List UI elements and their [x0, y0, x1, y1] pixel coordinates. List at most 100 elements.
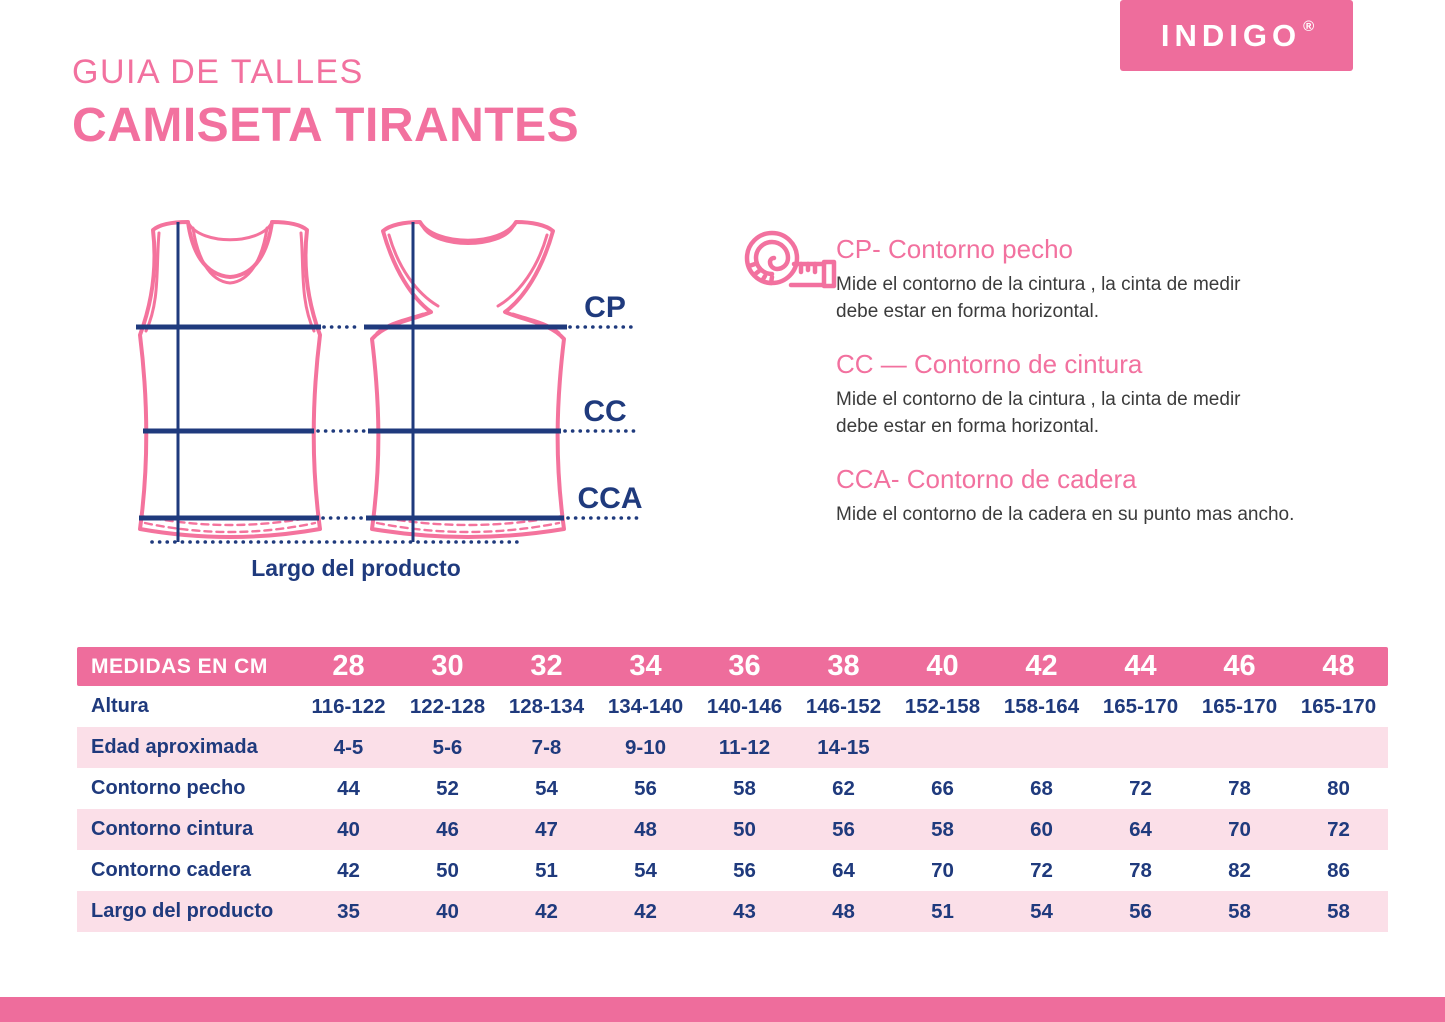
- page-subtitle: GUIA DE TALLES: [72, 53, 364, 91]
- value-cell: 134-140: [607, 694, 684, 718]
- row-label: Contorno cadera: [91, 859, 252, 881]
- size-column-header: 34: [629, 650, 662, 682]
- registered-trademark-symbol: ®: [1303, 18, 1315, 35]
- value-cell: 58: [1228, 899, 1251, 923]
- size-column-header: 48: [1322, 650, 1355, 682]
- row-label: Altura: [91, 695, 149, 717]
- measurement-heading: CCA- Contorno de cadera: [836, 464, 1137, 494]
- value-cell: 64: [832, 858, 855, 882]
- value-cell: 116-122: [311, 694, 386, 718]
- value-cell: 165-170: [1102, 694, 1179, 718]
- value-cell: 9-10: [624, 735, 667, 759]
- value-cell: 72: [1327, 817, 1350, 841]
- measurement-heading: CC — Contorno de cintura: [836, 349, 1143, 379]
- value-cell: 122-128: [409, 694, 486, 718]
- measurement-description-line: Mide el contorno de la cadera en su punt…: [836, 504, 1295, 525]
- value-cell: 70: [1228, 817, 1251, 841]
- value-cell: 48: [832, 899, 855, 923]
- value-cell: 62: [832, 776, 855, 800]
- value-cell: 51: [535, 858, 558, 882]
- measurement-description: Mide el contorno de la cadera en su punt…: [836, 501, 1336, 528]
- measurement-description: Mide el contorno de la cintura , la cint…: [836, 386, 1336, 440]
- label-cca: CCA: [578, 482, 643, 515]
- value-cell: 44: [337, 776, 360, 800]
- value-cell: 165-170: [1300, 694, 1377, 718]
- value-cell: 158-164: [1003, 694, 1080, 718]
- value-cell: 7-8: [531, 735, 562, 759]
- value-cell: 58: [931, 817, 954, 841]
- size-table: MEDIDAS EN CM 28 30 32 34 36 38 40 42 44 46 48 Alt…: [77, 647, 1388, 932]
- footer-accent-bar: [0, 997, 1445, 1022]
- measurement-item: CC — Contorno de cintura Mide el contorn…: [836, 349, 1336, 440]
- brand-logo: INDIGO ®: [1120, 0, 1353, 71]
- table-row: Contorno pecho 44 52 54 56 58 62 66 68 72 78 80: [77, 768, 1388, 809]
- size-column-header: 28: [332, 650, 365, 682]
- value-cell: 54: [535, 776, 558, 800]
- page-title-block: GUIA DE TALLES CAMISETA TIRANTES: [72, 52, 579, 152]
- value-cell: 5-6: [432, 735, 463, 759]
- value-cell: 86: [1327, 858, 1350, 882]
- value-cell: 42: [337, 858, 360, 882]
- row-label: Edad aproximada: [91, 736, 258, 758]
- measuring-tape-icon: [744, 230, 837, 289]
- row-label: Largo del producto: [91, 900, 274, 922]
- tank-back-view: [370, 220, 566, 539]
- value-cell: 78: [1129, 858, 1152, 882]
- size-column-header: 42: [1025, 650, 1058, 682]
- value-cell: 70: [931, 858, 954, 882]
- value-cell: 11-12: [718, 735, 771, 759]
- row-label: Contorno pecho: [91, 777, 246, 799]
- measurement-description-line: debe estar en forma horizontal.: [836, 301, 1099, 322]
- value-cell: 82: [1228, 858, 1251, 882]
- value-cell: 58: [1327, 899, 1350, 923]
- value-cell: 14-15: [817, 735, 870, 759]
- table-row: Contorno cadera 42 50 51 54 56 64 70 72 78 82 86: [77, 850, 1388, 891]
- value-cell: 56: [733, 858, 756, 882]
- measurement-description: Mide el contorno de la cintura , la cint…: [836, 271, 1336, 325]
- label-cc: CC: [583, 395, 626, 428]
- value-cell: 72: [1030, 858, 1053, 882]
- value-cell: 47: [535, 817, 558, 841]
- measurement-description-line: Mide el contorno de la cintura , la cint…: [836, 389, 1241, 410]
- label-product-length: Largo del producto: [251, 555, 461, 581]
- label-cp: CP: [584, 291, 626, 324]
- table-row: Altura 116-122 122-128 128-134 134-140 140-14…: [77, 686, 1388, 727]
- table-header-label: MEDIDAS EN CM: [91, 654, 268, 678]
- size-column-header: 44: [1124, 650, 1157, 682]
- value-cell: 146-152: [805, 694, 882, 718]
- measurement-description-line: Mide el contorno de la cintura , la cint…: [836, 274, 1241, 295]
- tank-top-measurement-diagram: CP CC CCA Largo del producto: [136, 220, 643, 581]
- value-cell: 40: [337, 817, 360, 841]
- value-cell: 48: [634, 817, 657, 841]
- value-cell: 42: [535, 899, 558, 923]
- table-row: Contorno cintura 40 46 47 48 50 56 58 60 64 70 72: [77, 809, 1388, 850]
- value-cell: 56: [634, 776, 657, 800]
- table-row: Largo del producto 35 40 42 42 43 48 51 54 56 58 58: [77, 891, 1388, 932]
- measurement-description-line: debe estar en forma horizontal.: [836, 416, 1099, 437]
- value-cell: 152-158: [904, 694, 981, 718]
- value-cell: 54: [1030, 899, 1053, 923]
- value-cell: 140-146: [706, 694, 783, 718]
- value-cell: 46: [436, 817, 459, 841]
- value-cell: 51: [931, 899, 954, 923]
- measurement-item: CP- Contorno pecho Mide el contorno de l…: [836, 234, 1336, 325]
- brand-logo-text: INDIGO: [1160, 17, 1302, 53]
- tank-front-view: [138, 220, 322, 539]
- measurement-item: CCA- Contorno de cadera Mide el contorno…: [836, 464, 1336, 528]
- value-cell: 58: [733, 776, 756, 800]
- value-cell: 56: [832, 817, 855, 841]
- value-cell: 52: [436, 776, 459, 800]
- size-column-header: 40: [926, 650, 959, 682]
- value-cell: 50: [733, 817, 756, 841]
- value-cell: 128-134: [508, 694, 585, 718]
- value-cell: 165-170: [1201, 694, 1278, 718]
- value-cell: 4-5: [333, 735, 364, 759]
- value-cell: 40: [436, 899, 459, 923]
- value-cell: 50: [436, 858, 459, 882]
- value-cell: 56: [1129, 899, 1152, 923]
- value-cell: 43: [733, 899, 756, 923]
- measurement-lines: [136, 222, 640, 544]
- table-header-row: MEDIDAS EN CM 28 30 32 34 36 38 40 42 44 46 48: [77, 647, 1388, 686]
- value-cell: 68: [1030, 776, 1053, 800]
